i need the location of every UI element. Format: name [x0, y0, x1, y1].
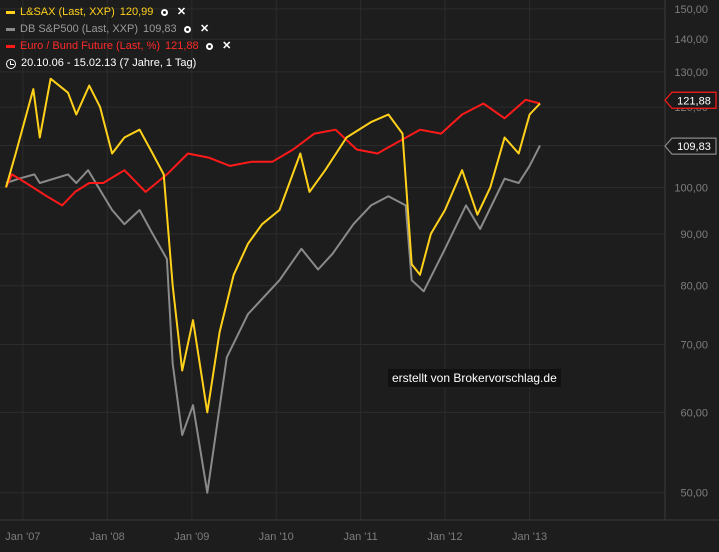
y-axis: 50,0060,0070,0080,0090,00100,00110,00120… — [674, 4, 708, 500]
legend-swatch — [6, 45, 15, 48]
badge-label: 121,88 — [677, 95, 711, 107]
x-tick-label: Jan '12 — [427, 531, 462, 543]
legend-swatch — [6, 28, 15, 31]
x-axis: Jan '07 Jan '08 Jan '09 Jan '10 Jan '11 Jan '… — [5, 531, 547, 543]
series-line-1 — [5, 144, 541, 494]
close-icon[interactable]: ✕ — [176, 6, 187, 18]
legend-label: L&SAX (Last, XXP) — [20, 6, 115, 18]
last-value-badges: 121,88 109,83 — [664, 91, 717, 155]
legend: L&SAX (Last, XXP) 120,99 ✕ DB S&P500 (La… — [6, 4, 233, 72]
clock-icon — [6, 58, 16, 69]
legend-swatch — [6, 11, 15, 14]
grid — [0, 0, 719, 521]
legend-item-lsax[interactable]: L&SAX (Last, XXP) 120,99 ✕ — [6, 4, 233, 21]
y-tick-label: 70,00 — [680, 340, 708, 352]
x-tick-label: Jan '10 — [259, 531, 294, 543]
y-tick-label: 60,00 — [680, 407, 708, 419]
y-tick-label: 50,00 — [680, 488, 708, 500]
legend-item-bund[interactable]: Euro / Bund Future (Last, %) 121,88 ✕ — [6, 38, 233, 55]
series-lines — [5, 77, 541, 494]
x-tick-label: Jan '13 — [512, 531, 547, 543]
badge-label: 109,83 — [677, 141, 711, 153]
legend-value: 109,83 — [143, 23, 177, 35]
badge-shape — [664, 137, 717, 155]
time-range[interactable]: 20.10.06 - 15.02.13 (7 Jahre, 1 Tag) — [6, 55, 233, 72]
legend-label: Euro / Bund Future (Last, %) — [20, 40, 161, 52]
legend-value: 121,88 — [165, 40, 199, 52]
y-tick-label: 80,00 — [680, 281, 708, 293]
circle-icon[interactable] — [182, 24, 194, 36]
close-icon[interactable]: ✕ — [200, 23, 210, 35]
last-value-badge-0: 121,88 — [664, 91, 717, 109]
legend-label: DB S&P500 (Last, XXP) — [20, 23, 138, 35]
watermark: erstellt von Brokervorschlag.de — [388, 369, 561, 387]
close-icon[interactable]: ✕ — [222, 40, 232, 52]
x-tick-label: Jan '08 — [90, 531, 125, 543]
badge-shape — [664, 91, 717, 109]
last-value-badge-1: 109,83 — [664, 137, 717, 155]
legend-item-sp500[interactable]: DB S&P500 (Last, XXP) 109,83 ✕ — [6, 21, 233, 38]
circle-icon[interactable] — [204, 41, 216, 53]
series-line-2 — [5, 98, 541, 207]
y-tick-label: 100,00 — [674, 182, 708, 194]
y-tick-label: 130,00 — [674, 67, 708, 79]
y-tick-label: 150,00 — [674, 4, 708, 16]
y-tick-label: 90,00 — [680, 229, 708, 241]
x-tick-label: Jan '11 — [343, 531, 377, 543]
legend-value: 120,99 — [119, 6, 154, 18]
time-range-label: 20.10.06 - 15.02.13 (7 Jahre, 1 Tag) — [21, 57, 197, 69]
y-tick-label: 140,00 — [674, 34, 708, 46]
x-tick-label: Jan '09 — [174, 531, 209, 543]
x-tick-label: Jan '07 — [5, 531, 40, 543]
circle-icon[interactable] — [158, 7, 170, 19]
series-line-0 — [5, 77, 541, 414]
